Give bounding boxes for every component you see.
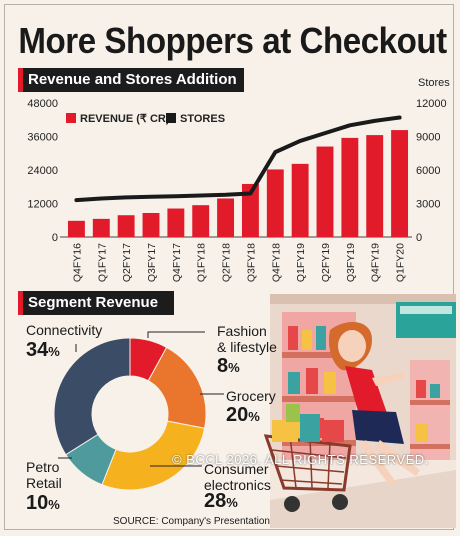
x-tick-label: Q2FY17 [121,243,133,282]
stores-line-layer [74,115,402,203]
segment-percent-value: 8 [217,355,229,377]
left-tick-label: 12000 [27,199,58,211]
x-tick-label: Q3FY19 [345,243,357,282]
segment-percent-value: 20 [226,404,249,426]
revenue-bar [341,137,359,237]
revenue-chart-title: Revenue and Stores Addition [18,68,244,92]
right-tick-label: 6000 [416,165,440,177]
segment-percent-value: 28 [204,490,227,512]
x-tick-label: Q4FY16 [71,243,83,282]
legend-label-revenue: REVENUE (₹ CR) [80,113,170,125]
revenue-bar [192,205,210,237]
segment-percent-value: 34 [26,339,49,361]
segment-label: Consumer electronics [204,461,271,493]
revenue-bar [217,198,235,237]
infographic-frame [4,4,454,530]
revenue-bar [67,220,85,237]
revenue-bars [67,130,409,237]
x-tick-label: Q3FY17 [146,243,158,282]
stores-line [74,115,402,203]
revenue-axes: 0 12000 24000 36000 48000 0 3000 6000 9000 12000 S… [27,77,450,282]
segment-percent: 10% [26,492,60,515]
percent-sign: % [48,497,60,512]
left-tick-label: 48000 [27,98,58,110]
chart-legend: REVENUE (₹ CR) STORES [66,113,225,125]
left-tick-label: 0 [52,232,58,244]
segment-label-line: & lifestyle [217,339,277,355]
percent-sign: % [48,344,60,359]
percent-sign: % [228,360,240,375]
segment-label-line: Grocery [226,388,276,404]
shopping-illustration [263,294,456,528]
donut-slice [101,420,206,491]
segment-donut [53,331,224,491]
segment-label: Grocery [226,388,276,404]
revenue-bar [92,218,110,237]
segment-percent: 28% [204,490,238,513]
segment-label-line: Retail [26,475,62,491]
legend-label-stores: STORES [180,113,225,125]
segment-label-line: Fashion [217,323,267,339]
revenue-bar [366,135,384,237]
leader-line [147,331,205,338]
x-tick-label: Q1FY20 [395,243,407,282]
segment-label-line: Connectivity [26,322,103,338]
segment-label: Fashion & lifestyle [217,323,277,355]
donut-slice [53,337,131,456]
legend-swatch-stores [166,113,176,123]
segment-percent: 34% [26,339,60,362]
x-tick-label: Q2FY19 [320,243,332,282]
right-tick-label: 3000 [416,199,440,211]
x-tick-label: Q2FY18 [221,243,233,282]
x-tick-label: Q4FY19 [370,243,382,282]
left-tick-label: 24000 [27,165,58,177]
segment-percent: 8% [217,355,240,378]
revenue-bar [266,169,284,237]
segment-percent-value: 10 [26,492,49,514]
segment-label: Connectivity [26,322,102,338]
revenue-bar [291,163,309,237]
x-tick-label: Q3FY18 [245,243,257,282]
copyright-watermark: © BCCL 2026. ALL RIGHTS RESERVED. [172,452,429,467]
x-tick-label: Q1FY18 [196,243,208,282]
left-tick-label: 36000 [27,132,58,144]
page-title: More Shoppers at Checkout [18,20,447,61]
segment-chart-title: Segment Revenue [18,291,174,315]
revenue-bar [241,183,259,237]
revenue-bar [117,215,135,237]
right-tick-label: 9000 [416,132,440,144]
x-tick-label: Q4FY18 [270,243,282,282]
revenue-bar [142,212,160,237]
segment-percent: 20% [226,404,260,427]
x-tick-label: Q4FY17 [171,243,183,282]
source-note: SOURCE: Company's Presentation [113,516,270,527]
x-tick-label: Q1FY19 [295,243,307,282]
revenue-bar [391,130,409,237]
segment-label-line: Consumer [204,461,269,477]
revenue-bar [316,146,334,237]
percent-sign: % [226,495,238,510]
revenue-bar [167,208,185,237]
segment-label-line: electronics [204,477,271,493]
x-tick-label: Q1FY17 [96,243,108,282]
right-tick-label: 12000 [416,98,447,110]
percent-sign: % [248,409,260,424]
segment-label-line: Petro [26,459,60,475]
legend-swatch-revenue [66,113,76,123]
right-tick-label: 0 [416,232,422,244]
right-axis-label: Stores [418,77,450,89]
segment-label: Petro Retail [26,459,62,491]
